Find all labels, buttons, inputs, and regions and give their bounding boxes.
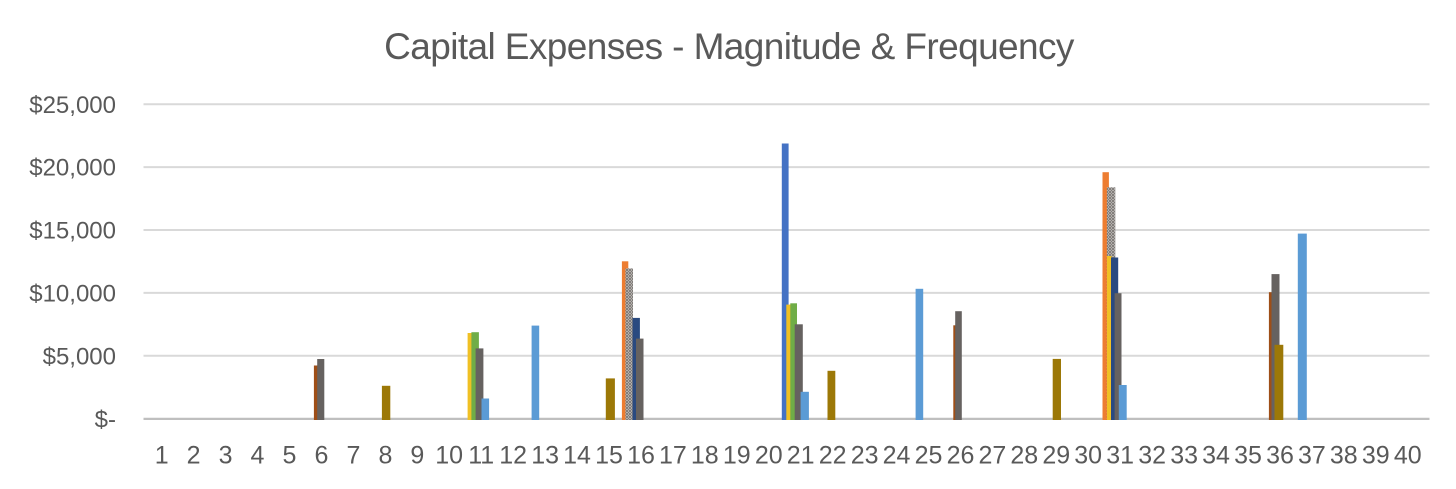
- svg-text:$25,000: $25,000: [29, 92, 116, 119]
- svg-text:12: 12: [499, 441, 527, 469]
- svg-text:26: 26: [947, 441, 975, 469]
- svg-text:5: 5: [283, 441, 297, 469]
- svg-text:$-: $-: [95, 406, 116, 433]
- svg-text:40: 40: [1394, 441, 1422, 469]
- svg-text:$20,000: $20,000: [29, 155, 116, 182]
- svg-text:23: 23: [851, 441, 879, 469]
- svg-text:$15,000: $15,000: [29, 218, 116, 245]
- svg-text:33: 33: [1170, 441, 1198, 469]
- svg-text:10: 10: [435, 441, 463, 469]
- svg-text:15: 15: [595, 441, 623, 469]
- svg-text:11: 11: [468, 441, 494, 469]
- svg-text:34: 34: [1202, 441, 1230, 469]
- svg-text:9: 9: [410, 441, 424, 469]
- svg-text:2: 2: [187, 441, 201, 469]
- svg-text:22: 22: [819, 441, 847, 469]
- svg-text:8: 8: [378, 441, 392, 469]
- svg-text:37: 37: [1298, 441, 1326, 469]
- svg-text:18: 18: [691, 441, 719, 469]
- svg-text:$5,000: $5,000: [43, 343, 116, 370]
- svg-text:28: 28: [1010, 441, 1038, 469]
- svg-text:19: 19: [723, 441, 751, 469]
- svg-text:36: 36: [1266, 441, 1294, 469]
- svg-text:21: 21: [787, 441, 815, 469]
- svg-text:$10,000: $10,000: [29, 281, 116, 308]
- svg-text:Capital Expenses - Magnitude &: Capital Expenses - Magnitude & Frequency: [384, 26, 1075, 67]
- svg-text:39: 39: [1362, 441, 1390, 469]
- svg-text:3: 3: [219, 441, 233, 469]
- svg-text:31: 31: [1106, 441, 1134, 469]
- svg-text:38: 38: [1330, 441, 1358, 469]
- svg-text:32: 32: [1138, 441, 1166, 469]
- svg-text:7: 7: [346, 441, 360, 469]
- svg-text:1: 1: [155, 441, 169, 469]
- svg-text:14: 14: [563, 441, 591, 469]
- svg-text:30: 30: [1074, 441, 1102, 469]
- svg-text:25: 25: [915, 441, 943, 469]
- svg-text:27: 27: [978, 441, 1006, 469]
- svg-text:35: 35: [1234, 441, 1262, 469]
- svg-text:17: 17: [659, 441, 687, 469]
- svg-text:4: 4: [251, 441, 265, 469]
- svg-text:16: 16: [627, 441, 655, 469]
- svg-text:24: 24: [883, 441, 911, 469]
- svg-text:29: 29: [1042, 441, 1070, 469]
- svg-text:6: 6: [314, 441, 328, 469]
- svg-text:20: 20: [755, 441, 783, 469]
- svg-text:13: 13: [531, 441, 559, 469]
